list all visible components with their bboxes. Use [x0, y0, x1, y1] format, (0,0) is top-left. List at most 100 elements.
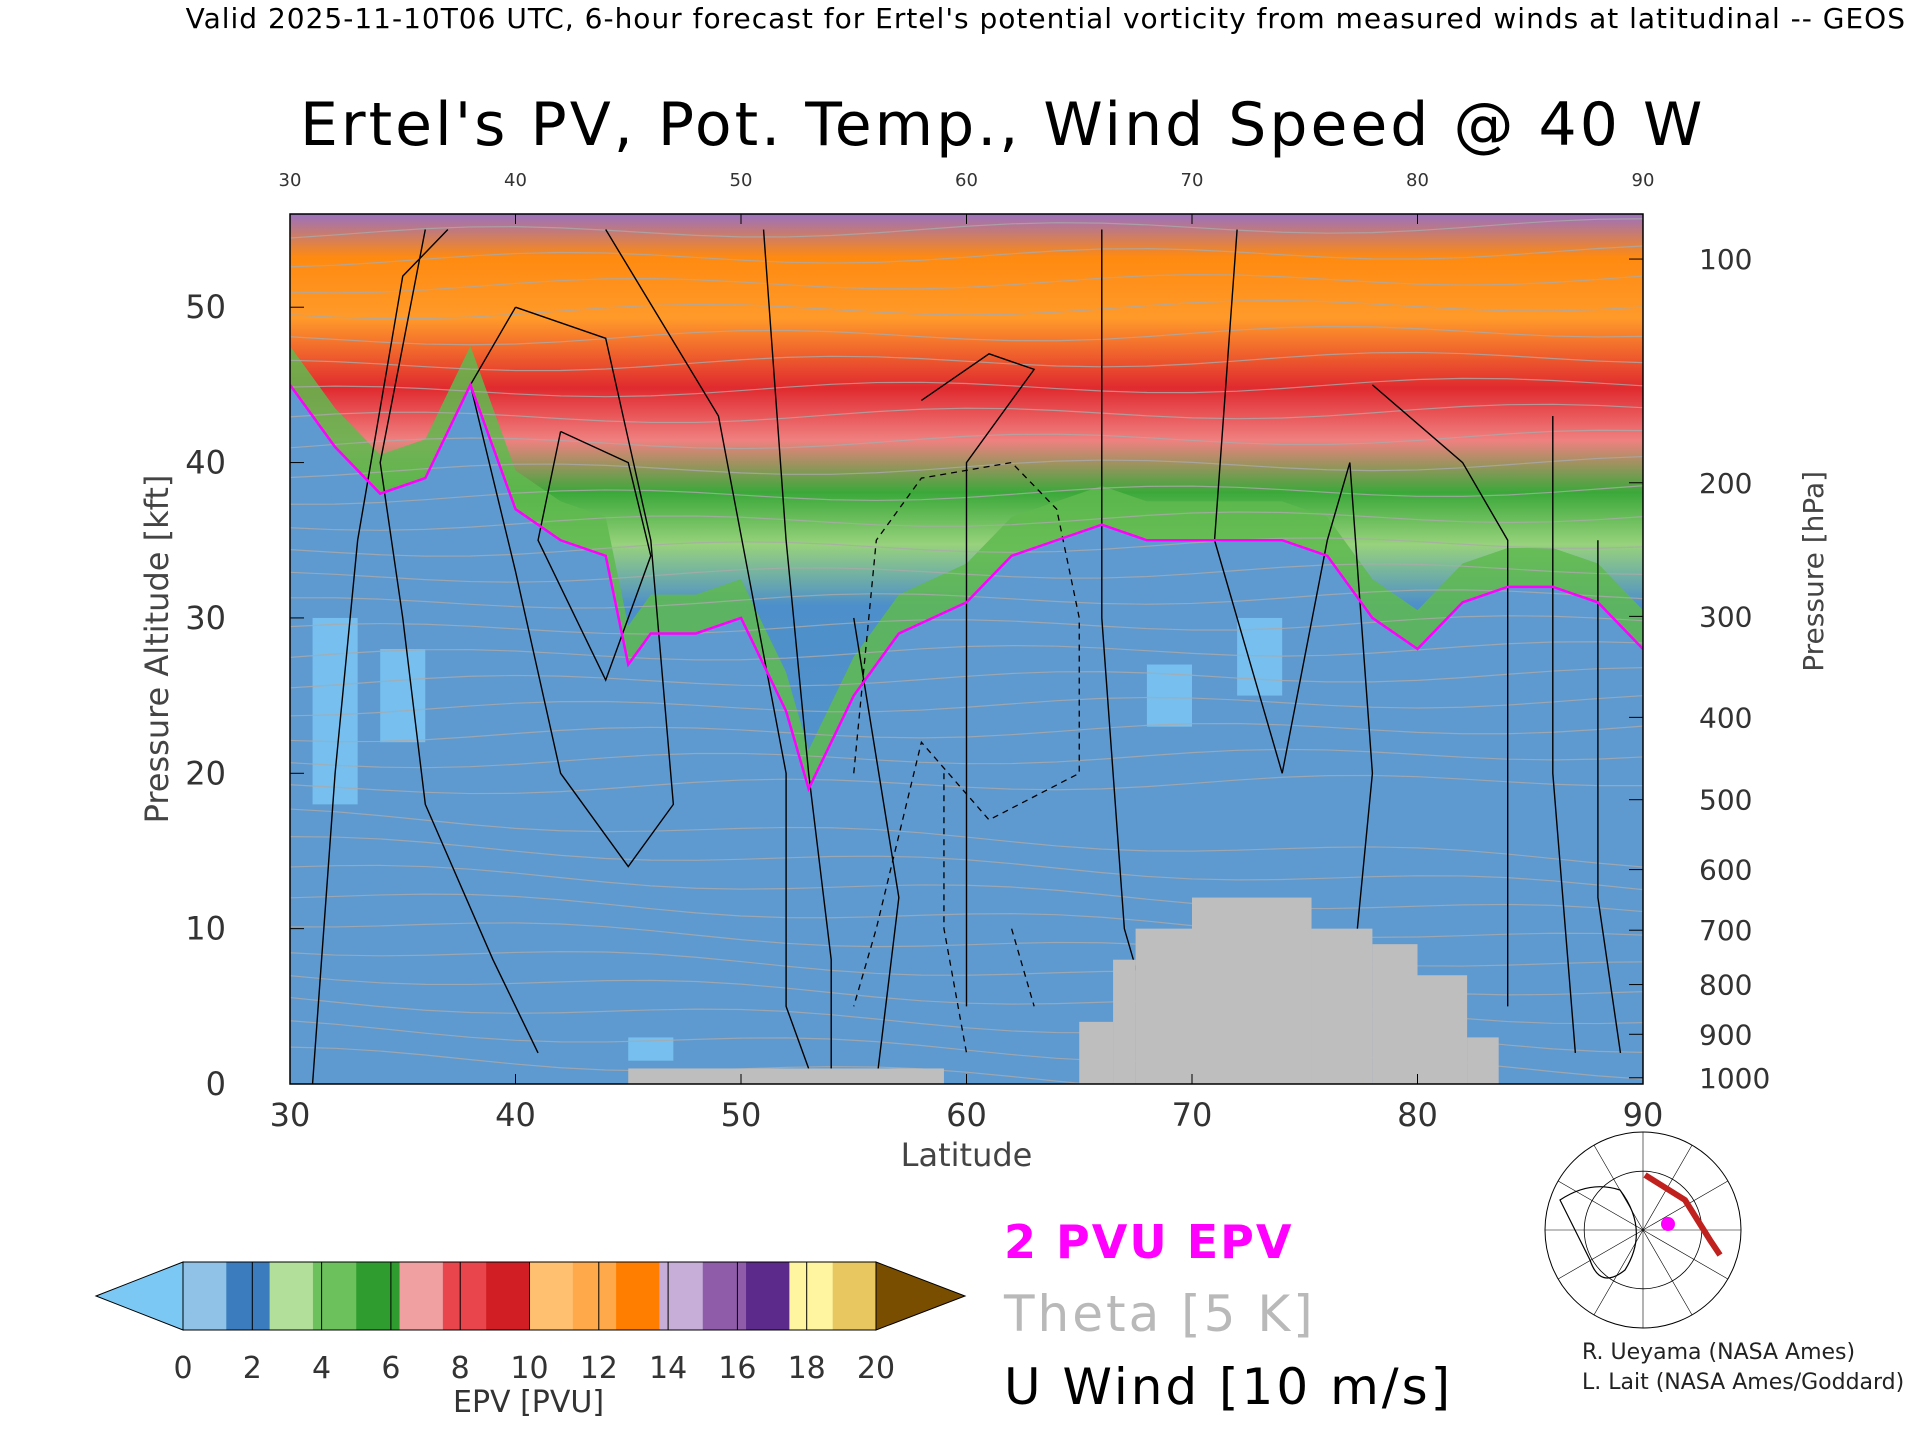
u-wind-contour — [1371, 384, 1509, 1007]
colorbar-tick-label: 0 — [173, 1351, 192, 1386]
surface-mask — [1113, 959, 1136, 1084]
u-wind-contour — [537, 430, 652, 682]
colorbar-tick-label: 12 — [580, 1351, 618, 1386]
x-tick-label-top: 90 — [1632, 170, 1655, 191]
u-wind-contour — [921, 353, 1036, 1007]
x-axis-label: Latitude — [901, 1136, 1033, 1174]
surface-mask — [1372, 944, 1418, 1084]
colorbar-segment — [529, 1262, 574, 1330]
x-tick-label-top: 50 — [730, 170, 753, 191]
u-wind-contour — [379, 229, 539, 1054]
u-wind-contour — [1597, 540, 1622, 1054]
colorbar: 0 2 4 6 8 10 12 14 16 18 20 — [94, 1261, 967, 1386]
x-tick-label-top: 70 — [1181, 170, 1204, 191]
low-pv-patch — [628, 1037, 674, 1061]
credit-line-1: R. Ueyama (NASA Ames) — [1582, 1340, 1856, 1365]
theta-contour — [290, 429, 1643, 450]
map-coastline — [1559, 1186, 1637, 1279]
low-pv-patch — [380, 649, 426, 743]
axes: 3030404050506060707080809090010203040501… — [138, 170, 1830, 1174]
x-tick-label: 90 — [1623, 1096, 1664, 1134]
colorbar-segment — [183, 1262, 227, 1330]
y-tick-label: 0 — [206, 1065, 226, 1103]
colorbar-label: EPV [PVU] — [453, 1385, 605, 1420]
legend-epv: 2 PVU EPV — [1004, 1215, 1294, 1269]
y-tick-label: 50 — [185, 288, 226, 326]
colorbar-tick-label: 14 — [649, 1351, 687, 1386]
colorbar-segment — [356, 1262, 401, 1330]
theta-contour — [290, 351, 1643, 372]
map-meridian — [1642, 1229, 1729, 1280]
y-tick-label-right: 600 — [1699, 854, 1752, 887]
legend-theta: Theta [5 K] — [1004, 1285, 1316, 1343]
u-wind-contour — [311, 229, 449, 1084]
y-tick-label-right: 700 — [1699, 914, 1752, 947]
colorbar-under-arrow — [94, 1261, 184, 1331]
y-tick-label-right: 400 — [1699, 701, 1752, 734]
colorbar-segment — [442, 1262, 487, 1330]
polar-map-icon — [1544, 1131, 1742, 1329]
y-tick-label: 10 — [185, 910, 226, 948]
u-wind-contour — [605, 229, 810, 1069]
theta-contour — [290, 218, 1643, 239]
colorbar-segment — [746, 1262, 790, 1330]
y-tick-label-right: 900 — [1699, 1018, 1752, 1051]
x-tick-label: 40 — [495, 1096, 536, 1134]
y-tick-label: 30 — [185, 599, 226, 637]
x-tick-label: 50 — [721, 1096, 762, 1134]
surface-mask — [1192, 897, 1312, 1084]
x-tick-label-top: 80 — [1406, 170, 1429, 191]
y-tick-label-right: 300 — [1699, 600, 1752, 633]
x-tick-label-top: 30 — [279, 170, 302, 191]
colorbar-segment — [312, 1262, 357, 1330]
y-tick-label-right: 200 — [1699, 467, 1752, 500]
x-tick-label-top: 40 — [504, 170, 527, 191]
y-axis-label-right: Pressure [hPa] — [1797, 471, 1830, 672]
colorbar-segment — [789, 1262, 834, 1330]
x-tick-label: 60 — [946, 1096, 987, 1134]
map-meridian — [1557, 1180, 1644, 1231]
map-meridian — [1593, 1144, 1644, 1231]
y-tick-label-right: 100 — [1699, 243, 1752, 276]
x-tick-label: 70 — [1172, 1096, 1213, 1134]
low-pv-patch — [1237, 617, 1283, 696]
surface-mask — [1467, 1037, 1499, 1084]
legend-u-wind: U Wind [10 m/s] — [1004, 1358, 1454, 1416]
surface-mask — [1135, 928, 1192, 1084]
theta-contour — [290, 193, 1643, 211]
tropopause-2pvu-line — [290, 381, 1643, 793]
surface-mask — [1417, 975, 1468, 1084]
theta-contour — [290, 1046, 1095, 1084]
x-tick-label: 30 — [270, 1096, 311, 1134]
u-wind-contour-negative — [1010, 928, 1035, 1007]
colorbar-segment — [659, 1262, 704, 1330]
theta-contour — [290, 299, 1643, 320]
u-wind-contour — [762, 229, 832, 1069]
x-tick-label-top: 60 — [955, 170, 978, 191]
colorbar-tick-label: 6 — [381, 1351, 400, 1386]
y-tick-label-right: 1000 — [1699, 1062, 1770, 1095]
colorbar-segment — [399, 1262, 444, 1330]
colorbar-segment — [832, 1262, 877, 1330]
theta-contour — [290, 273, 1643, 294]
theta-contour — [290, 403, 1643, 424]
theta-contour — [290, 325, 1643, 346]
u-wind-contour — [469, 306, 675, 868]
colorbar-segment — [486, 1262, 530, 1330]
u-wind-contour-negative — [943, 773, 968, 1054]
colorbar-tick-label: 4 — [312, 1351, 331, 1386]
credit-line-2: L. Lait (NASA Ames/Goddard) — [1582, 1370, 1905, 1395]
colorbar-segment — [269, 1262, 314, 1330]
map-meridian — [1642, 1229, 1693, 1316]
y-axis-label-left: Pressure Altitude [kft] — [138, 475, 176, 824]
y-tick-label-right: 800 — [1699, 969, 1752, 1002]
map-meridian — [1557, 1229, 1644, 1280]
surface-mask — [1311, 928, 1373, 1084]
y-tick-label-right: 500 — [1699, 784, 1752, 817]
colorbar-over-arrow — [875, 1261, 967, 1331]
u-wind-contour-negative — [853, 461, 1080, 1007]
colorbar-tick-label: 20 — [857, 1351, 895, 1386]
theta-contour — [290, 245, 1643, 268]
y-tick-label: 40 — [185, 444, 226, 482]
